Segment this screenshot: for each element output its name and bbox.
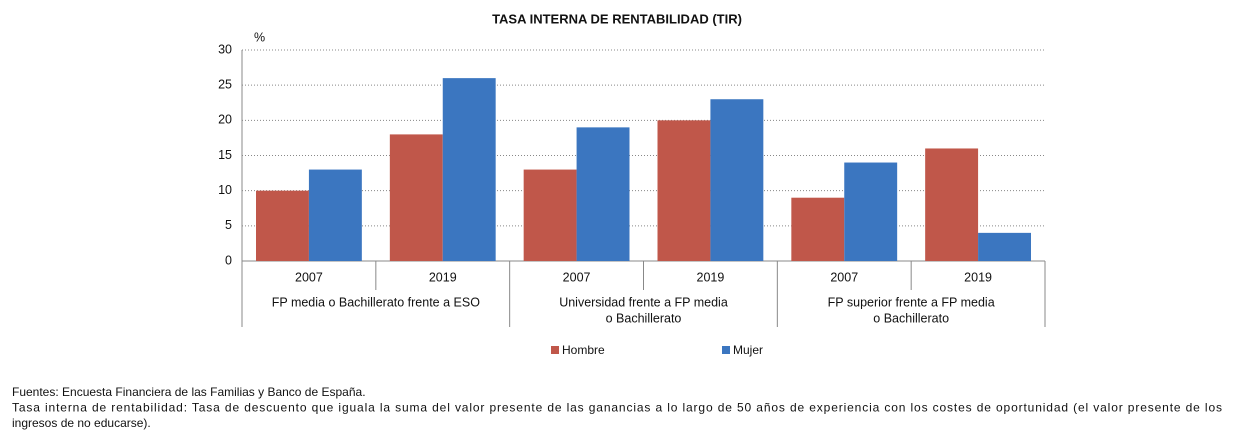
y-tick-label: 15 — [218, 148, 232, 162]
legend-label: Mujer — [733, 343, 763, 357]
x-tick-label: 2019 — [429, 270, 457, 284]
footnote: Fuentes: Encuesta Financiera de las Fami… — [12, 385, 366, 399]
legend-swatch — [722, 346, 730, 354]
y-tick-label: 20 — [218, 113, 232, 127]
bar — [844, 162, 898, 261]
footnote: Tasa interna de rentabilidad: Tasa de de… — [12, 401, 1222, 415]
y-tick-label: 0 — [225, 253, 232, 267]
group-label: o Bachillerato — [606, 311, 682, 325]
bar — [523, 169, 577, 261]
x-tick-label: 2019 — [697, 270, 725, 284]
chart-title: TASA INTERNA DE RENTABILIDAD (TIR) — [492, 11, 742, 26]
y-tick-label: 10 — [218, 183, 232, 197]
bar — [576, 127, 630, 261]
y-tick-label: 30 — [218, 42, 232, 56]
x-tick-label: 2007 — [830, 270, 858, 284]
group-label: FP superior frente a FP media — [828, 295, 995, 309]
y-tick-label: 25 — [218, 77, 232, 91]
legend-swatch — [551, 346, 559, 354]
x-tick-label: 2007 — [563, 270, 591, 284]
bar — [256, 190, 309, 261]
y-tick-label: 5 — [225, 218, 232, 232]
bar — [710, 99, 764, 261]
group-label: Universidad frente a FP media — [559, 295, 728, 309]
bar — [308, 169, 362, 261]
y-unit: % — [254, 30, 265, 44]
bar — [442, 78, 496, 261]
bar — [389, 134, 443, 261]
bar — [791, 197, 845, 261]
bar — [978, 232, 1031, 261]
group-label: o Bachillerato — [873, 311, 949, 325]
x-tick-label: 2007 — [295, 270, 323, 284]
x-tick-label: 2019 — [964, 270, 992, 284]
group-label: FP media o Bachillerato frente a ESO — [272, 295, 480, 309]
bar — [925, 148, 979, 261]
footnote: ingresos de no educarse). — [12, 416, 151, 430]
legend-label: Hombre — [562, 343, 605, 357]
bar — [657, 120, 711, 261]
